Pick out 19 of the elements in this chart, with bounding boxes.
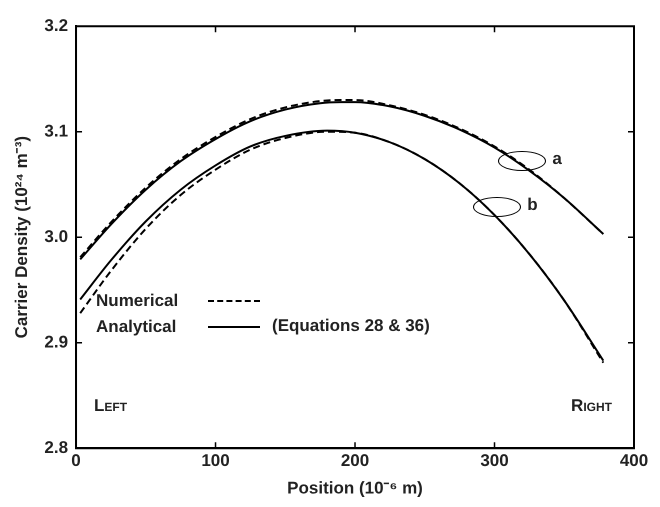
x-tick-label: 400 xyxy=(620,451,648,470)
x-tick-label: 100 xyxy=(201,451,230,470)
annotation: Left xyxy=(94,396,128,416)
annotation: Right xyxy=(571,396,612,416)
y-tick-label: 3.1 xyxy=(44,121,68,140)
legend-label: Numerical xyxy=(96,290,180,311)
y-tick-label: 2.8 xyxy=(44,438,68,457)
y-tick-label: 3.0 xyxy=(44,226,68,246)
y-axis-title: Carrier Density (10²⁴ m⁻³) xyxy=(12,136,31,338)
legend-label: Analytical xyxy=(96,316,178,337)
annotation: a xyxy=(552,149,562,170)
y-tick-label: 3.2 xyxy=(44,16,68,35)
annotation: (Equations 28 & 36) xyxy=(272,316,430,336)
x-tick-label: 300 xyxy=(480,451,509,470)
x-tick-label: 200 xyxy=(340,451,370,470)
x-tick-label: 0 xyxy=(71,451,81,470)
annotation: b xyxy=(527,194,538,215)
x-axis-title: Position (10⁻⁶ m) xyxy=(287,478,423,498)
y-tick-label: 2.9 xyxy=(44,332,68,352)
